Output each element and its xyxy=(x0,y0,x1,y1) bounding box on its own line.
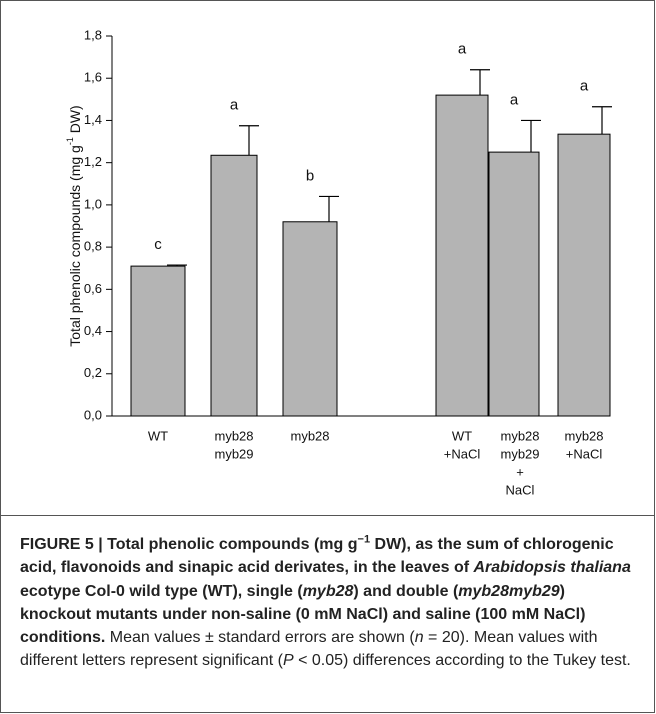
caption-text: myb28 xyxy=(302,582,354,600)
error-bar xyxy=(470,69,490,96)
caption-text: DW), as the sum of chlorogenic acid, fla… xyxy=(20,536,614,577)
x-tick-label: WT xyxy=(452,428,472,443)
x-tick-label: +NaCl xyxy=(444,446,481,461)
caption-text: Mean values ± standard errors are shown … xyxy=(105,629,415,647)
error-bar xyxy=(592,106,612,135)
bar xyxy=(130,265,186,417)
x-tick-label: myb28 xyxy=(564,428,603,443)
significance-letter: a xyxy=(230,97,239,114)
error-bar xyxy=(319,195,339,222)
separator xyxy=(1,515,655,516)
y-axis-title-sup: -1 xyxy=(65,137,75,145)
caption-text: Arabidopsis thaliana xyxy=(473,559,631,577)
caption-text: = 20). Mean values with different letter… xyxy=(20,629,598,670)
caption-text: n xyxy=(414,629,424,647)
x-tick-label: WT xyxy=(148,428,168,443)
error-bar xyxy=(239,125,259,156)
error-bar xyxy=(521,119,541,153)
caption-text: P xyxy=(282,652,294,670)
significance-letter: a xyxy=(458,41,467,58)
caption-text: ecotype Col-0 wild type (WT), single ( xyxy=(20,582,303,600)
bar xyxy=(282,221,338,417)
significance-letter: a xyxy=(580,78,589,95)
significance-letter: a xyxy=(510,91,519,108)
significance-letter: c xyxy=(154,236,162,253)
y-tick-label: 0,6 xyxy=(84,281,102,296)
caption-text: < 0.05) differences according to the Tuk… xyxy=(293,652,631,670)
y-axis-title-part: Total phenolic compounds (mg g xyxy=(67,145,83,347)
x-tick-label: myb28 xyxy=(290,428,329,443)
y-tick-label: 0,8 xyxy=(84,239,102,254)
y-tick-label: 0,2 xyxy=(84,365,102,380)
y-axis-title-part: DW) xyxy=(67,105,83,137)
caption-text: −1 xyxy=(357,533,371,546)
bar xyxy=(557,133,611,417)
chart: Total phenolic compounds (mg g-1 DW) 0,0… xyxy=(65,27,612,497)
x-tick-label: myb28 xyxy=(214,428,253,443)
caption-text: ) and double ( xyxy=(353,582,459,600)
bar xyxy=(210,154,258,417)
x-tick-label: myb29 xyxy=(214,446,253,461)
error-bar xyxy=(167,264,187,267)
y-tick-label: 1,8 xyxy=(84,27,102,42)
bar xyxy=(488,151,540,417)
x-tick-label: + xyxy=(516,464,524,479)
caption: FIGURE 5 | Total phenolic compounds (mg … xyxy=(20,533,638,673)
x-tick-label: NaCl xyxy=(506,482,535,497)
caption-text: myb28myb29 xyxy=(458,582,560,600)
x-tick-label: +NaCl xyxy=(566,446,603,461)
caption-text: ) knockout mutants under non-saline (0 m… xyxy=(20,582,586,647)
y-tick-label: 0,0 xyxy=(84,407,102,422)
y-tick-label: 1,2 xyxy=(84,154,102,169)
y-tick-label: 1,4 xyxy=(84,112,102,127)
caption-text: FIGURE 5 | Total phenolic compounds (mg … xyxy=(20,536,358,553)
y-axis-title: Total phenolic compounds (mg g-1 DW) xyxy=(65,105,82,346)
y-tick-label: 1,0 xyxy=(84,196,102,211)
bar xyxy=(435,94,489,417)
significance-letter: b xyxy=(306,167,314,184)
y-tick-label: 0,4 xyxy=(84,323,102,338)
x-tick-label: myb29 xyxy=(500,446,539,461)
x-tick-label: myb28 xyxy=(500,428,539,443)
y-tick-label: 1,6 xyxy=(84,70,102,85)
